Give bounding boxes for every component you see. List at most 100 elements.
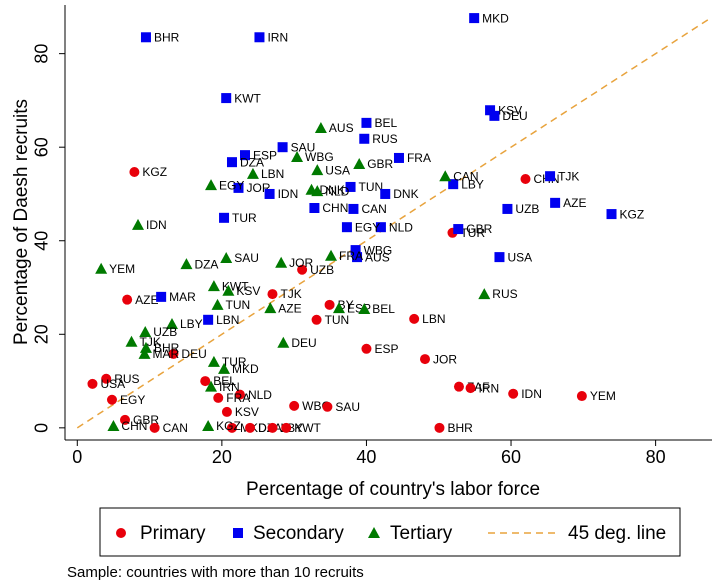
point [465,383,476,394]
point [207,355,220,367]
y-tick-label: 80 [32,44,52,64]
point [508,388,519,399]
point [345,181,356,192]
note: Sample: countries with more than 10 recr… [67,564,364,581]
x-tick-label: 20 [212,447,232,467]
point [211,298,224,310]
point [245,422,256,433]
point [359,133,370,144]
point [606,209,617,220]
point-label: USA [507,250,532,264]
point [207,280,220,292]
point [139,341,152,353]
point [434,422,445,433]
point-label: MKD [482,11,509,25]
x-axis-label: Percentage of country's labor force [246,479,540,500]
legend-label: Tertiary [390,523,453,544]
point [129,166,140,177]
point [478,288,491,300]
point [168,348,179,359]
point-label: IDN [521,387,542,401]
point-label: AZE [278,301,301,315]
point [520,174,531,184]
point [106,394,117,405]
point [139,325,152,337]
point-label: BHR [447,421,473,435]
point [267,422,278,433]
point-label: YEM [109,262,135,276]
point-label: IDN [146,218,167,232]
legend-marker [233,528,243,538]
point [254,32,265,43]
point-label: KSV [498,103,522,117]
reference-line [76,16,713,429]
point [324,299,335,310]
y-tick-label: 0 [32,423,52,433]
point-label: TJK [280,287,301,301]
point-label: IRN [479,381,500,395]
point [350,245,361,256]
point-label: NLD [325,184,349,198]
point-label: DZA [240,155,264,169]
point-label: NLD [389,220,413,234]
point-label: KGZ [142,165,167,179]
point [138,347,151,359]
point-label: UZB [310,263,334,277]
point [275,256,288,268]
point [545,171,556,182]
x-tick-label: 40 [356,447,376,467]
point-label: USA [100,377,125,391]
point [226,422,237,433]
point-label: LBN [422,312,445,326]
point-label: RUS [492,287,517,301]
point [222,284,235,296]
point-label: SAU [234,251,259,265]
point [200,376,211,387]
point [205,380,218,392]
point [281,422,292,433]
y-tick-label: 40 [32,231,52,251]
point [240,150,251,161]
point-label: KGZ [620,207,645,221]
point [220,252,233,264]
point-label: EGY [120,393,145,407]
legend-label: Secondary [253,523,344,544]
point-label: DZA [194,257,218,271]
point [311,164,324,176]
point-label: AUS [365,250,390,264]
point [311,185,324,197]
point [291,151,304,163]
point [393,152,404,163]
point [550,197,561,208]
point-label: CAN [163,421,188,435]
point-label: LBN [261,167,284,181]
point-label: RUS [114,372,139,386]
point [219,212,230,223]
point [107,419,120,431]
point [409,313,420,324]
y-tick-label: 60 [32,137,52,157]
point [205,179,218,191]
point-label: FRA [339,249,363,263]
y-tick-label: 20 [32,324,52,344]
point [264,188,275,199]
point-label: MAR [153,347,180,361]
point [322,401,333,412]
point [361,117,372,128]
point-label: LBY [461,177,484,191]
point-label: USA [325,163,350,177]
point [341,222,352,233]
point-label: EGY [219,178,244,192]
point-label: TUN [359,180,384,194]
point-label: KGZ [216,419,241,433]
point-label: SAU [335,400,360,414]
point-label: JOR [433,352,457,366]
legend-label: 45 deg. line [568,523,666,544]
point-label: AUS [329,121,354,135]
legend-label: Primary [140,523,206,544]
point-label: DEU [502,109,527,123]
point-label: BEL [213,374,236,388]
point-label: TJK [558,169,579,183]
point [380,188,391,199]
point [203,314,214,325]
